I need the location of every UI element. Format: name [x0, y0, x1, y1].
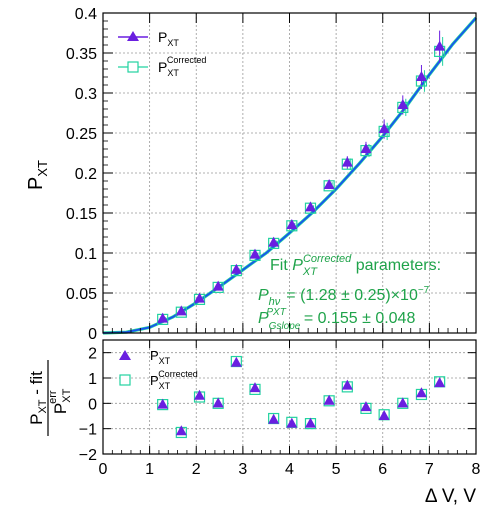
bottom-point [230, 356, 242, 367]
top-point [268, 236, 280, 247]
top-y-tick-label: 0.4 [75, 6, 97, 23]
svg-text:PXTerr: PXTerr [47, 388, 73, 414]
bottom-point [286, 417, 298, 428]
top-point [415, 71, 427, 81]
bottom-y-tick-label: 2 [88, 346, 97, 363]
legend-triangle-marker [127, 31, 139, 41]
bottom-point [397, 397, 409, 408]
top-y-tick-label: 0.1 [75, 246, 97, 263]
bottom-point [434, 377, 446, 388]
bottom-y-axis-label: PXT - fit PXTerr [27, 360, 73, 436]
bottom-point [304, 417, 316, 428]
top-legend-entry-pxt-corrected: PXTCorrected [158, 55, 206, 78]
bottom-y-tick-label: −2 [79, 447, 97, 464]
top-panel-y-ticks: 0 0.05 0.1 0.15 0.2 0.25 0.3 0.35 0.4 [66, 6, 476, 343]
top-panel-grid [103, 13, 476, 333]
fit-annotation-pgslope: PGslopePXT = 0.155 ± 0.048 [258, 307, 415, 332]
top-point [157, 312, 169, 323]
x-tick-label: 5 [332, 461, 341, 478]
fit-annotation-title: Fit PXTCorrected parameters: [270, 253, 441, 278]
bottom-legend-entry-pxt: PXT [150, 348, 171, 366]
top-point [249, 248, 261, 259]
bottom-point [268, 413, 280, 424]
bottom-point [157, 398, 169, 409]
bottom-point [378, 410, 390, 420]
bottom-legend-entry-pxt-corrected: PXTCorrected [150, 369, 198, 391]
x-tick-label: 2 [192, 461, 201, 478]
top-y-tick-label: 0.05 [66, 286, 97, 303]
top-panel-x-ticks [102, 13, 477, 333]
top-point [175, 305, 187, 316]
top-point [323, 179, 335, 189]
top-y-tick-label: 0.15 [66, 206, 97, 223]
bottom-legend: PXT PXTCorrected [119, 348, 198, 391]
top-y-tick-label: 0.25 [66, 126, 97, 143]
x-tick-label: 0 [99, 461, 108, 478]
x-tick-label: 6 [378, 461, 387, 478]
x-tick-label: 4 [285, 461, 294, 478]
top-legend-entry-pxt: PXT [158, 29, 179, 48]
top-point [360, 143, 372, 153]
legend-square-marker [119, 374, 131, 386]
bottom-point [212, 397, 224, 408]
x-tick-label: 3 [238, 461, 247, 478]
bottom-point [415, 387, 427, 398]
top-point [230, 263, 242, 274]
bottom-point [323, 394, 335, 405]
top-point [212, 280, 224, 291]
bottom-point [175, 425, 187, 436]
bottom-y-tick-label: 1 [88, 371, 97, 388]
top-point [304, 201, 316, 212]
x-tick-label: 1 [145, 461, 154, 478]
fit-annotation-phv: Phν = (1.28 ± 0.25)×10−7 [258, 285, 430, 308]
top-point [434, 40, 446, 51]
top-y-tick-label: 0 [88, 326, 97, 343]
top-point [378, 123, 390, 133]
legend-triangle-marker [119, 350, 131, 360]
bottom-point [341, 379, 353, 390]
top-y-tick-label: 0.35 [66, 46, 97, 63]
top-point [194, 292, 206, 303]
bottom-y-tick-label: 0 [88, 396, 97, 413]
bottom-y-tick-label: −1 [79, 422, 97, 439]
legend-square-marker [127, 61, 139, 73]
x-tick-label: 7 [425, 461, 434, 478]
x-tick-label: 8 [472, 461, 481, 478]
svg-text:PXT - fit: PXT - fit [27, 371, 49, 425]
top-point [397, 99, 409, 109]
bottom-panel-marks [157, 355, 446, 439]
top-y-tick-label: 0.2 [75, 166, 97, 183]
bottom-point [360, 401, 372, 412]
top-point [341, 156, 353, 167]
bottom-point [249, 382, 261, 393]
bottom-panel-x-ticks: 0 1 2 3 4 5 6 7 8 [99, 340, 481, 478]
top-y-tick-label: 0.3 [75, 86, 97, 103]
top-y-axis-label: PXT [25, 160, 50, 190]
x-axis-label: Δ V, V [425, 486, 476, 507]
top-panel-marks [157, 30, 446, 325]
top-legend: PXT PXTCorrected [118, 29, 206, 78]
top-point [286, 219, 298, 229]
bottom-point [194, 389, 206, 400]
bottom-panel-y-ticks: −2 −1 0 1 2 [79, 346, 476, 464]
fit-annotation: Fit PXTCorrected parameters: Phν = (1.28 … [258, 253, 441, 332]
